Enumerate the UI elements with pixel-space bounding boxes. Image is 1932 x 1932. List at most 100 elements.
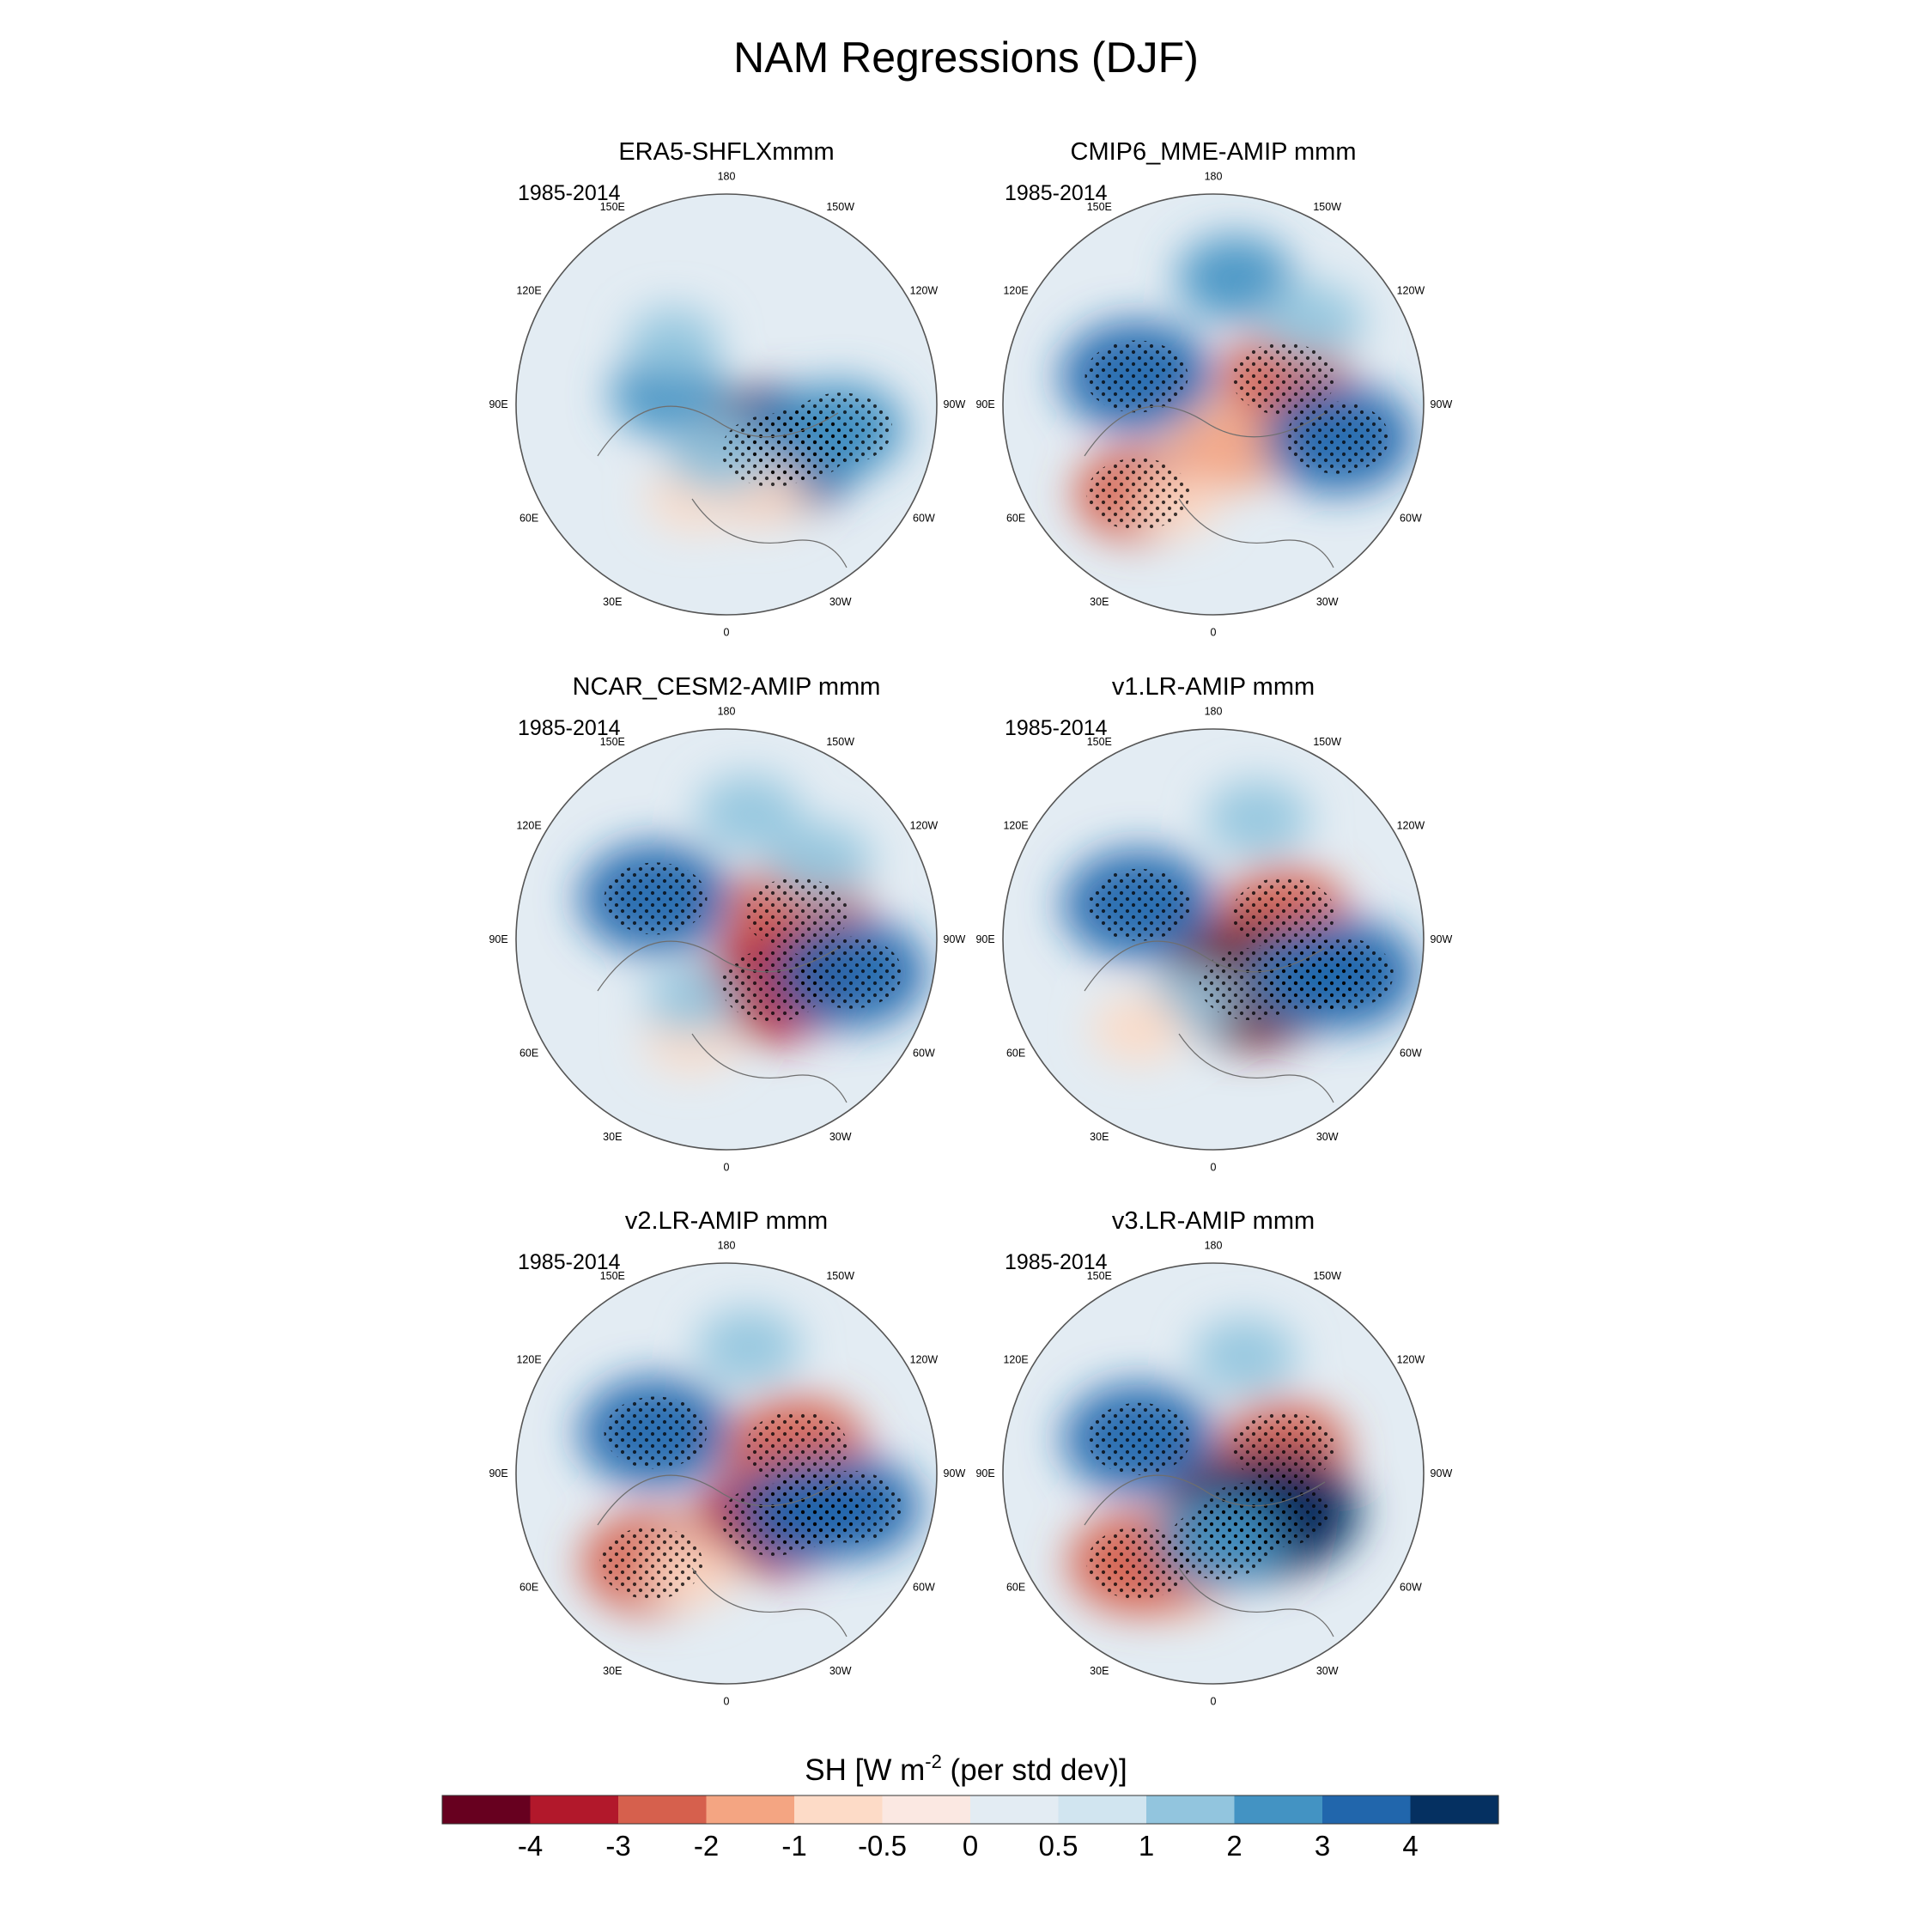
longitude-label: 120E <box>516 284 541 296</box>
longitude-label: 30W <box>829 596 852 608</box>
colorbar-swatches <box>441 1795 1499 1825</box>
longitude-label: 150W <box>1313 1270 1341 1282</box>
anomaly-blob <box>1259 283 1364 361</box>
colorbar-label: SH [W m-2 (per std dev)] <box>805 1751 1127 1787</box>
longitude-label: 90E <box>489 1467 507 1479</box>
anomaly-blob <box>645 965 738 1035</box>
longitude-label: 90W <box>1431 1467 1453 1479</box>
longitude-label: 180 <box>718 1240 736 1252</box>
coastline <box>1178 498 1334 568</box>
significance-stipple <box>1086 458 1190 531</box>
panel-title: NCAR_CESM2-AMIP mmm <box>573 673 881 701</box>
longitude-label: 120E <box>1003 1353 1028 1365</box>
colorbar-tick: 0 <box>963 1830 978 1862</box>
longitude-label: 120W <box>1397 284 1425 296</box>
coastline <box>1084 940 1326 992</box>
colorbar-tick: -4 <box>518 1830 543 1862</box>
longitude-label: 60W <box>1400 1048 1422 1060</box>
longitude-label: 30W <box>1316 1665 1339 1677</box>
longitude-label: 30W <box>829 1131 852 1143</box>
significance-stipple <box>1168 1507 1272 1580</box>
longitude-label: 90E <box>975 398 994 410</box>
longitude-label: 60W <box>913 513 935 525</box>
longitude-label: 60E <box>519 1048 538 1060</box>
longitude-label: 150E <box>600 736 625 748</box>
longitude-label: 150E <box>1087 1270 1112 1282</box>
significance-stipple <box>799 936 902 1009</box>
longitude-label: 60E <box>1006 513 1025 525</box>
regression-field <box>1060 234 1414 568</box>
colorbar-swatch <box>794 1795 884 1824</box>
longitude-label: 60W <box>1400 1582 1422 1594</box>
colorbar-tick: 2 <box>1226 1830 1242 1862</box>
longitude-label: 90E <box>975 1467 994 1479</box>
anomaly-blob <box>611 351 727 438</box>
longitude-label: 60E <box>1006 1048 1025 1060</box>
coastline <box>1178 1033 1334 1103</box>
longitude-label: 60W <box>1400 513 1422 525</box>
longitude-label: 0 <box>1211 626 1217 638</box>
regression-field <box>597 307 906 568</box>
map-border <box>515 728 938 1151</box>
significance-stipple <box>1087 868 1191 941</box>
longitude-label: 0 <box>1211 1161 1217 1173</box>
coastline <box>1178 1567 1334 1637</box>
period-label: 1985-2014 <box>1005 716 1108 740</box>
longitude-label: 60E <box>519 513 538 525</box>
longitude-label: 30E <box>1090 1665 1109 1677</box>
longitude-label: 150W <box>826 1270 854 1282</box>
longitude-label: 120W <box>1397 819 1425 831</box>
map-border <box>1002 1262 1425 1685</box>
significance-stipple <box>744 1412 848 1485</box>
colorbar-label-main: SH [W m <box>805 1753 925 1787</box>
longitude-label: 180 <box>718 706 736 718</box>
colorbar-frame <box>441 1795 1499 1825</box>
period-label: 1985-2014 <box>1005 181 1108 205</box>
longitude-label: 180 <box>1205 171 1223 183</box>
longitude-label: 60W <box>913 1582 935 1594</box>
colorbar-tick: 4 <box>1402 1830 1418 1862</box>
regression-field <box>579 1308 921 1637</box>
longitude-label: 120W <box>1397 1353 1425 1365</box>
coastline <box>691 1033 848 1103</box>
longitude-label: 180 <box>1205 706 1223 718</box>
longitude-label: 180 <box>1205 1240 1223 1252</box>
colorbar-tick: -2 <box>694 1830 719 1862</box>
significance-stipple <box>604 1396 708 1469</box>
map-panel: NCAR_CESM2-AMIP mmm 1985-2014 180 150E 120E 9… <box>489 673 965 1173</box>
colorbar-swatch <box>1410 1795 1499 1824</box>
period-label: 1985-2014 <box>1005 1250 1108 1274</box>
longitude-label: 150E <box>600 1270 625 1282</box>
longitude-label: 150W <box>826 736 854 748</box>
longitude-label: 30E <box>603 1665 622 1677</box>
regression-field <box>1062 780 1419 1103</box>
regression-field <box>1062 1317 1361 1637</box>
map-panel: ERA5-SHFLXmmm 1985-2014 180 150E 120E 90E 60E 3… <box>489 138 965 638</box>
longitude-label: 120E <box>516 1353 541 1365</box>
coastline <box>597 1474 839 1526</box>
colorbar-tick: -3 <box>605 1830 630 1862</box>
longitude-label: 120W <box>910 1353 939 1365</box>
longitude-label: 120W <box>910 284 939 296</box>
longitude-label: 150W <box>1313 201 1341 213</box>
panel-title: v1.LR-AMIP mmm <box>1112 673 1315 701</box>
longitude-label: 30W <box>829 1665 852 1677</box>
longitude-label: 30W <box>1316 1131 1339 1143</box>
longitude-label: 90W <box>944 1467 966 1479</box>
panel-title: ERA5-SHFLXmmm <box>618 138 834 166</box>
colorbar-tick: 0.5 <box>1039 1830 1078 1862</box>
longitude-label: 120W <box>910 819 939 831</box>
coastline <box>597 940 839 992</box>
significance-stipple <box>1087 1402 1191 1475</box>
coastline <box>1084 1474 1326 1526</box>
anomaly-blob <box>1177 234 1294 321</box>
significance-stipple <box>744 878 848 951</box>
coastline <box>1084 405 1326 457</box>
colorbar-swatch <box>1322 1795 1412 1824</box>
significance-stipple <box>1231 878 1335 951</box>
colorbar: SH [W m-2 (per std dev)] -4 -3 -2 -1 -0.5 0 0.… <box>441 1751 1499 1862</box>
significance-stipple <box>789 392 893 465</box>
colorbar-swatch <box>442 1795 532 1824</box>
